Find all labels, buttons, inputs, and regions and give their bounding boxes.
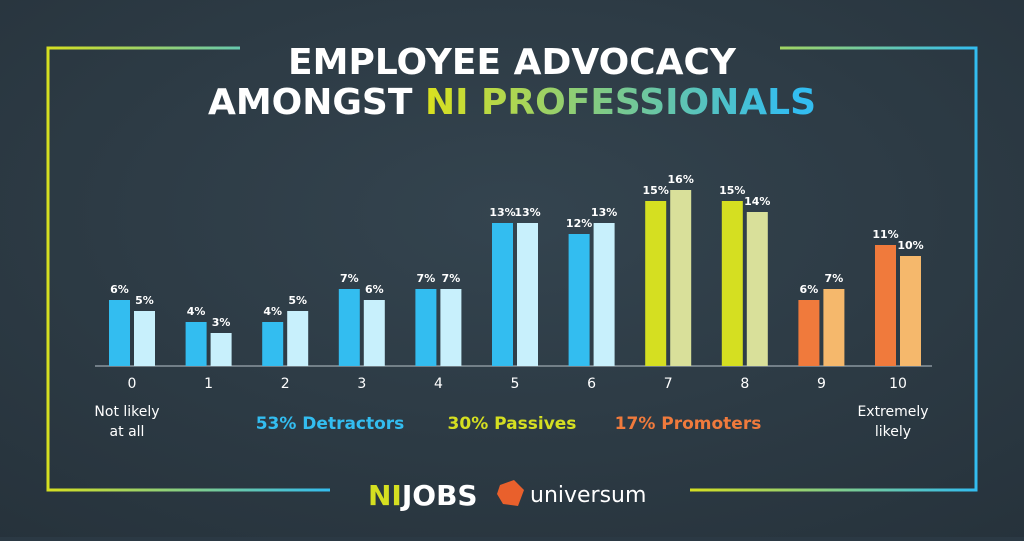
x-tick-label: 0 — [128, 376, 137, 392]
value-label: 3% — [212, 316, 231, 329]
value-label: 5% — [135, 294, 154, 307]
x-tick-label: 9 — [817, 376, 826, 392]
value-label: 7% — [417, 272, 436, 285]
x-tick-label: 4 — [434, 376, 443, 392]
x-tick-label: 2 — [281, 376, 290, 392]
value-label: 13% — [489, 206, 515, 219]
frame-right — [690, 46, 978, 492]
x-tick-label: 5 — [511, 376, 520, 392]
scale-low: Not likely — [94, 404, 159, 420]
value-label: 6% — [800, 283, 819, 296]
value-label: 5% — [288, 294, 307, 307]
value-label: 7% — [340, 272, 359, 285]
bar — [798, 300, 820, 366]
bar — [134, 311, 155, 366]
x-tick-label: 6 — [587, 376, 596, 392]
value-label: 13% — [514, 206, 540, 219]
bar — [746, 212, 768, 366]
bar — [517, 223, 538, 366]
title-highlight: NI PROFESSIONALS — [425, 82, 816, 123]
value-label: 15% — [719, 184, 745, 197]
value-label: 14% — [744, 195, 770, 208]
bar — [363, 300, 385, 366]
logo-universum: universum — [530, 483, 646, 508]
value-label: 6% — [365, 283, 384, 296]
scale-high: Extremely — [857, 404, 928, 420]
logo-icon — [497, 480, 524, 506]
bar — [823, 289, 845, 366]
scale-low: at all — [110, 424, 145, 440]
x-tick-label: 8 — [740, 376, 749, 392]
bar — [440, 289, 462, 366]
value-label: 4% — [263, 305, 282, 318]
bar — [900, 256, 921, 366]
bar — [109, 300, 130, 366]
logo-part: NI — [368, 479, 402, 512]
value-label: 12% — [566, 217, 592, 230]
bar — [262, 322, 284, 366]
bar — [415, 289, 437, 366]
bar — [568, 234, 590, 366]
bar — [210, 333, 232, 366]
bar — [593, 223, 615, 366]
bar — [670, 190, 692, 366]
bar — [338, 289, 360, 366]
frame-left — [46, 46, 330, 492]
value-label: 16% — [668, 173, 694, 186]
value-label: 7% — [442, 272, 461, 285]
logo-part: JOBS — [400, 479, 478, 512]
value-label: 10% — [897, 239, 923, 252]
bar — [721, 201, 743, 366]
scale-high: likely — [875, 424, 911, 440]
logo-nijobs: NIJOBS — [368, 479, 478, 512]
value-label: 13% — [591, 206, 617, 219]
x-tick-label: 10 — [889, 376, 907, 392]
bar — [875, 245, 896, 366]
title-line: AMONGST NI PROFESSIONALS — [208, 82, 816, 123]
bar — [645, 201, 667, 366]
value-label: 11% — [872, 228, 898, 241]
x-tick-label: 1 — [204, 376, 213, 392]
bar — [492, 223, 513, 366]
value-label: 15% — [643, 184, 669, 197]
logos: NIJOBS universum — [368, 479, 646, 512]
value-label: 7% — [825, 272, 844, 285]
frame — [46, 46, 978, 492]
group-label: 30% Passives — [448, 414, 577, 434]
bar — [287, 311, 309, 366]
x-tick-label: 3 — [357, 376, 366, 392]
group-label: 53% Detractors — [256, 414, 405, 434]
group-label: 17% Promoters — [615, 414, 762, 434]
value-label: 4% — [187, 305, 206, 318]
title-part: AMONGST — [208, 82, 413, 123]
bar — [185, 322, 207, 366]
title-line: EMPLOYEE ADVOCACY — [288, 42, 737, 83]
value-label: 6% — [110, 283, 129, 296]
x-tick-label: 7 — [664, 376, 673, 392]
scale-notes: Not likely at all Extremely likely — [94, 404, 928, 440]
